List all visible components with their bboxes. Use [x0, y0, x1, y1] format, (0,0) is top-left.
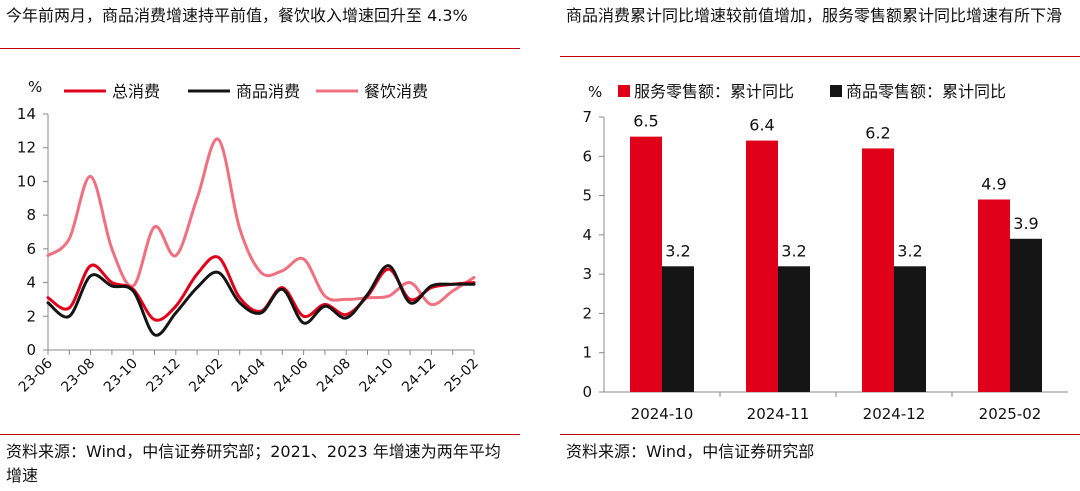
right-y-unit-label: %: [588, 83, 602, 101]
left-y-tick-label: 10: [17, 172, 36, 190]
right-bar-2: [662, 266, 694, 392]
left-x-tick-label: 25-02: [442, 356, 482, 396]
left-x-tick-label: 24-06: [271, 355, 311, 395]
right-bar-1: [862, 148, 894, 392]
left-chart-title: 今年前两月，商品消费增速持平前值，餐饮收入增速回升至 4.3%: [6, 6, 468, 25]
right-bar-value-label: 3.2: [665, 241, 690, 260]
left-x-tick-label: 23-12: [144, 356, 184, 396]
left-legend-label: 餐饮消费: [364, 82, 428, 101]
right-bar-value-label: 6.4: [749, 116, 774, 135]
left-panel: 今年前两月，商品消费增速持平前值，餐饮收入增速回升至 4.3% % 0 2 4 6 8 10…: [0, 0, 520, 491]
right-legend-swatch: [618, 85, 630, 97]
left-x-tick-label: 23-08: [58, 356, 98, 396]
left-x-tick-label: 23-10: [101, 356, 141, 396]
right-x-tick-label: 2024-10: [631, 405, 694, 423]
left-y-tick-label: 8: [26, 206, 36, 224]
right-bar-2: [1010, 238, 1042, 392]
left-x-tick-label: 24-08: [314, 356, 354, 396]
left-y-tick-label: 12: [17, 139, 36, 157]
right-panel: 商品消费累计同比增速较前值增加，服务零售额累计同比增速有所下滑 % 0 1 2 3 4 5 6…: [560, 0, 1080, 491]
left-y-tick-label: 2: [26, 307, 36, 325]
left-x-tick-label: 24-10: [357, 356, 397, 396]
right-bar-value-label: 3.9: [1013, 214, 1038, 233]
right-y-tick-label: 6: [582, 147, 592, 165]
right-bar-1: [630, 136, 662, 392]
left-x-tick-label: 23-06: [16, 355, 56, 395]
right-bar-2: [894, 266, 926, 392]
right-source-note: 资料来源：Wind，中信证券研究部: [566, 442, 815, 461]
left-legend-label: 商品消费: [236, 82, 300, 101]
left-series-line-2: [46, 264, 476, 337]
left-y-tick-label: 0: [26, 341, 36, 359]
right-bar-value-label: 4.9: [981, 175, 1006, 194]
right-y-tick-label: 5: [582, 187, 592, 205]
left-y-tick-label: 6: [26, 240, 36, 258]
right-y-tick-label: 4: [582, 226, 592, 244]
right-bar-value-label: 6.2: [865, 123, 890, 142]
left-x-tick-label: 24-02: [186, 356, 226, 396]
right-bar-1: [746, 140, 778, 392]
left-y-tick-label: 4: [26, 274, 36, 292]
left-source-rule: [0, 434, 520, 435]
right-y-tick-label: 2: [582, 304, 592, 322]
right-y-tick-label: 7: [582, 108, 592, 126]
right-chart-title: 商品消费累计同比增速较前值增加，服务零售额累计同比增速有所下滑: [566, 6, 1063, 25]
right-bar-2: [778, 266, 810, 392]
left-x-tick-label: 24-12: [399, 356, 439, 396]
right-y-tick-label: 0: [582, 383, 592, 401]
right-source-rule: [560, 434, 1080, 435]
left-title-rule: [0, 48, 520, 49]
right-bar-1: [978, 199, 1010, 392]
right-bar-value-label: 3.2: [781, 241, 806, 260]
left-series-line-1: [46, 255, 476, 322]
right-y-tick-label: 1: [582, 344, 592, 362]
left-legend-label: 总消费: [112, 82, 160, 101]
right-bar-chart: % 0 1 2 3 4 5 6 7 2024-10 6.5 3.2 2024-11 6.4 3.2 2024-…: [582, 82, 1068, 423]
right-legend-label: 商品零售额：累计同比: [846, 82, 1006, 101]
left-y-unit-label: %: [28, 78, 42, 96]
left-series-line-3: [46, 137, 476, 307]
right-bar-value-label: 6.5: [633, 112, 658, 131]
left-x-tick-label: 24-04: [229, 355, 269, 395]
right-legend-label: 服务零售额：累计同比: [634, 82, 794, 101]
right-y-tick-label: 3: [582, 265, 592, 283]
right-bar-value-label: 3.2: [897, 241, 922, 260]
right-x-tick-label: 2024-12: [863, 405, 926, 423]
right-x-tick-label: 2024-11: [747, 405, 810, 423]
right-x-tick-label: 2025-02: [979, 405, 1042, 423]
left-source-note: 资料来源：Wind，中信证券研究部；2021、2023 年增速为两年平均增速: [6, 442, 501, 485]
right-title-rule: [560, 56, 1080, 57]
left-y-tick-label: 14: [17, 105, 36, 123]
right-legend-swatch: [830, 85, 842, 97]
